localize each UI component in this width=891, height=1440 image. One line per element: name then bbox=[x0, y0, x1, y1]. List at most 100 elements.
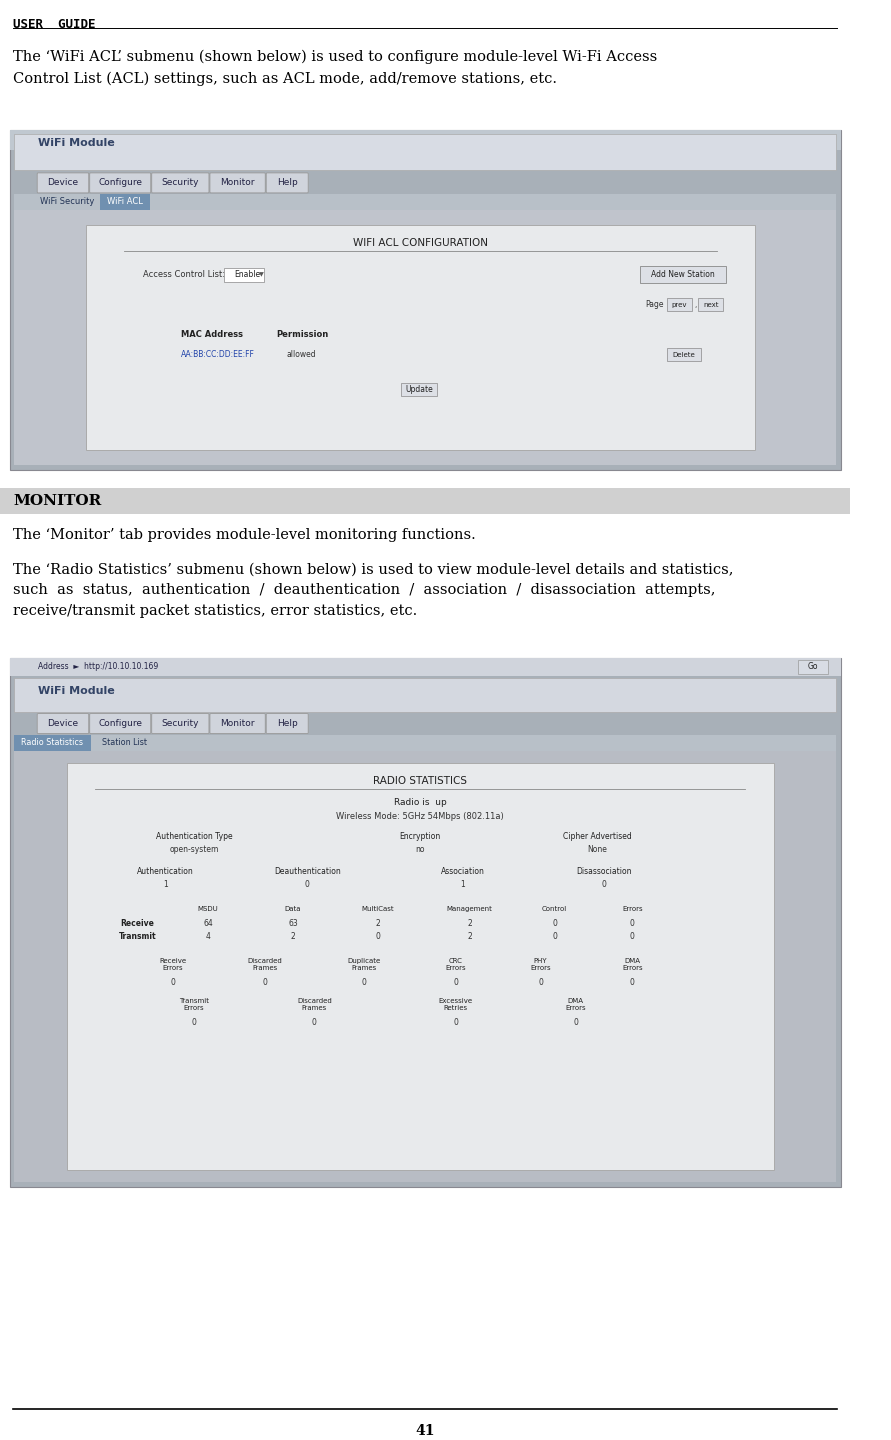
Bar bbox=[0, 488, 850, 514]
Text: AA:BB:CC:DD:EE:FF: AA:BB:CC:DD:EE:FF bbox=[181, 350, 255, 360]
Text: Control: Control bbox=[542, 906, 568, 913]
Text: DMA
Errors: DMA Errors bbox=[622, 958, 642, 971]
Text: DMA
Errors: DMA Errors bbox=[566, 998, 586, 1011]
Text: Delete: Delete bbox=[673, 351, 696, 357]
Text: WiFi Security: WiFi Security bbox=[40, 197, 94, 206]
Text: 41: 41 bbox=[415, 1424, 435, 1439]
Text: 0: 0 bbox=[574, 1018, 578, 1027]
Bar bbox=[797, 660, 829, 674]
Text: 0: 0 bbox=[630, 978, 635, 986]
Text: Page: Page bbox=[645, 301, 664, 310]
Text: open-system: open-system bbox=[169, 845, 219, 854]
Text: 0: 0 bbox=[375, 932, 380, 940]
Bar bbox=[14, 734, 836, 750]
Bar bbox=[86, 225, 755, 449]
Text: Authentication Type: Authentication Type bbox=[156, 832, 233, 841]
Text: 0: 0 bbox=[552, 932, 557, 940]
Text: ▼: ▼ bbox=[258, 272, 264, 278]
Text: Help: Help bbox=[277, 179, 298, 187]
Bar bbox=[10, 130, 840, 150]
Bar bbox=[14, 678, 836, 711]
Bar bbox=[10, 658, 840, 675]
Text: Monitor: Monitor bbox=[220, 719, 255, 729]
FancyBboxPatch shape bbox=[37, 173, 89, 193]
Text: Station List: Station List bbox=[102, 739, 146, 747]
Text: USER  GUIDE: USER GUIDE bbox=[13, 17, 96, 32]
Text: 2: 2 bbox=[290, 932, 296, 940]
Text: Add New Station: Add New Station bbox=[651, 271, 715, 279]
Text: allowed: allowed bbox=[286, 350, 316, 360]
Text: Cipher Advertised: Cipher Advertised bbox=[563, 832, 632, 841]
Bar bbox=[10, 658, 840, 1188]
Text: Deauthentication: Deauthentication bbox=[274, 867, 340, 876]
Text: Excessive
Retries: Excessive Retries bbox=[438, 998, 473, 1011]
Text: 0: 0 bbox=[362, 978, 366, 986]
Text: 63: 63 bbox=[288, 919, 298, 927]
Text: Device: Device bbox=[47, 179, 78, 187]
Text: WIFI ACL CONFIGURATION: WIFI ACL CONFIGURATION bbox=[353, 238, 487, 248]
Text: Enable: Enable bbox=[233, 271, 260, 279]
Text: MSDU: MSDU bbox=[198, 906, 218, 913]
Text: Device: Device bbox=[47, 719, 78, 729]
Text: Association: Association bbox=[441, 867, 485, 876]
FancyBboxPatch shape bbox=[266, 173, 308, 193]
Bar bbox=[14, 210, 836, 465]
Text: 64: 64 bbox=[203, 919, 213, 927]
FancyBboxPatch shape bbox=[210, 173, 266, 193]
FancyBboxPatch shape bbox=[266, 714, 308, 733]
Text: WiFi Module: WiFi Module bbox=[38, 138, 115, 148]
Text: The ‘Radio Statistics’ submenu (shown below) is used to view module-level detail: The ‘Radio Statistics’ submenu (shown be… bbox=[13, 563, 734, 618]
Text: The ‘WiFi ACL’ submenu (shown below) is used to configure module-level Wi-Fi Acc: The ‘WiFi ACL’ submenu (shown below) is … bbox=[13, 50, 658, 85]
FancyBboxPatch shape bbox=[210, 714, 266, 733]
Bar bbox=[699, 298, 723, 311]
Text: Configure: Configure bbox=[98, 179, 143, 187]
Text: Discarded
Frames: Discarded Frames bbox=[297, 998, 331, 1011]
Text: 2: 2 bbox=[375, 919, 380, 927]
Text: MAC Address: MAC Address bbox=[181, 330, 243, 340]
Bar bbox=[641, 266, 726, 282]
Text: Discarded
Frames: Discarded Frames bbox=[248, 958, 282, 971]
Text: Encryption: Encryption bbox=[400, 832, 441, 841]
Text: Security: Security bbox=[161, 719, 199, 729]
Text: Monitor: Monitor bbox=[220, 179, 255, 187]
FancyBboxPatch shape bbox=[90, 173, 151, 193]
Text: 0: 0 bbox=[630, 932, 635, 940]
Text: Transmit: Transmit bbox=[119, 932, 156, 940]
Text: WiFi Module: WiFi Module bbox=[38, 685, 115, 696]
Text: CRC
Errors: CRC Errors bbox=[446, 958, 466, 971]
Text: The ‘Monitor’ tab provides module-level monitoring functions.: The ‘Monitor’ tab provides module-level … bbox=[13, 527, 476, 541]
Bar bbox=[14, 750, 836, 1182]
Text: PHY
Errors: PHY Errors bbox=[530, 958, 551, 971]
Text: 4: 4 bbox=[206, 932, 210, 940]
Text: no: no bbox=[415, 845, 425, 854]
Text: 0: 0 bbox=[601, 880, 607, 888]
Text: Radio is  up: Radio is up bbox=[394, 798, 446, 806]
Text: 1: 1 bbox=[163, 880, 168, 888]
Bar bbox=[100, 194, 150, 210]
Text: Duplicate
Frames: Duplicate Frames bbox=[347, 958, 380, 971]
Text: Security: Security bbox=[161, 179, 199, 187]
Text: 0: 0 bbox=[262, 978, 267, 986]
Text: WiFi ACL: WiFi ACL bbox=[107, 197, 143, 206]
Bar bbox=[225, 268, 265, 282]
Text: Data: Data bbox=[285, 906, 301, 913]
Text: Transmit
Errors: Transmit Errors bbox=[179, 998, 209, 1011]
Text: 0: 0 bbox=[312, 1018, 316, 1027]
Bar bbox=[667, 298, 691, 311]
Text: Authentication: Authentication bbox=[137, 867, 194, 876]
Text: 0: 0 bbox=[192, 1018, 197, 1027]
Text: ,: , bbox=[695, 302, 697, 308]
Bar bbox=[14, 734, 91, 750]
Text: 0: 0 bbox=[454, 978, 458, 986]
Bar bbox=[10, 130, 840, 469]
Text: Receive
Errors: Receive Errors bbox=[159, 958, 186, 971]
Text: 2: 2 bbox=[468, 919, 472, 927]
Text: None: None bbox=[587, 845, 607, 854]
Bar bbox=[67, 763, 774, 1171]
Text: Errors: Errors bbox=[622, 906, 642, 913]
Text: 0: 0 bbox=[305, 880, 310, 888]
Bar bbox=[14, 194, 836, 210]
FancyBboxPatch shape bbox=[151, 173, 209, 193]
Text: MONITOR: MONITOR bbox=[13, 494, 102, 508]
FancyBboxPatch shape bbox=[151, 714, 209, 733]
